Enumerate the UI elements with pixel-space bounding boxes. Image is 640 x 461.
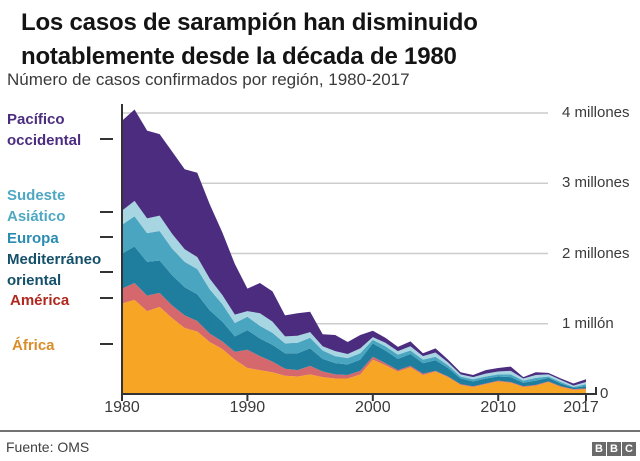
legend-tick-africa — [100, 343, 113, 345]
x-axis-label: 2010 — [480, 399, 516, 416]
legend-tick-europa — [100, 236, 113, 238]
chart-title: Los casos de sarampión han disminuido no… — [21, 6, 621, 74]
region-legend: Pacífico occidental Sudeste Asiático Eur… — [7, 0, 123, 400]
x-axis-label: 2000 — [355, 399, 391, 416]
x-axis-label: 1980 — [104, 399, 140, 416]
legend-item-europa: Europa — [7, 230, 59, 247]
footer-divider — [0, 430, 640, 432]
legend-tick-sudeste-asiatico — [100, 211, 113, 213]
bbc-logo-letter: B — [607, 442, 621, 456]
bbc-logo-letter: B — [592, 442, 606, 456]
y-axis-label: 2 millones — [562, 244, 630, 262]
x-axis-labels: 1980 1990 2000 2010 2017 — [0, 399, 640, 419]
y-axis-label: 3 millones — [562, 174, 630, 192]
chart-title-line2: notablemente desde la década de 1980 — [21, 43, 457, 70]
y-axis-label: 4 millones — [562, 104, 630, 121]
legend-item-africa: África — [12, 337, 55, 354]
legend-tick-mediterraneo-oriental — [100, 271, 113, 273]
chart-subtitle: Número de casos confirmados por región, … — [7, 70, 410, 89]
x-axis-label: 1990 — [229, 399, 266, 416]
chart-title-line1: Los casos de sarampión han disminuido — [21, 9, 478, 36]
legend-item-pacifico-occidental: Pacífico occidental — [7, 111, 82, 149]
legend-tick-pacifico-occidental — [100, 138, 113, 140]
bbc-logo: B B C — [592, 442, 636, 456]
legend-item-sudeste-asiatico: Sudeste Asiático — [7, 187, 66, 225]
legend-tick-america — [100, 297, 113, 299]
y-axis-label: 1 millón — [562, 314, 614, 332]
source-text: Fuente: OMS — [6, 439, 90, 455]
legend-item-america: América — [10, 292, 70, 309]
y-axis-label: 0 — [600, 385, 609, 402]
bbc-logo-letter: C — [622, 442, 636, 456]
legend-item-mediterraneo-oriental: Mediterráneo oriental — [7, 251, 102, 289]
x-axis-label: 2017 — [563, 399, 599, 416]
